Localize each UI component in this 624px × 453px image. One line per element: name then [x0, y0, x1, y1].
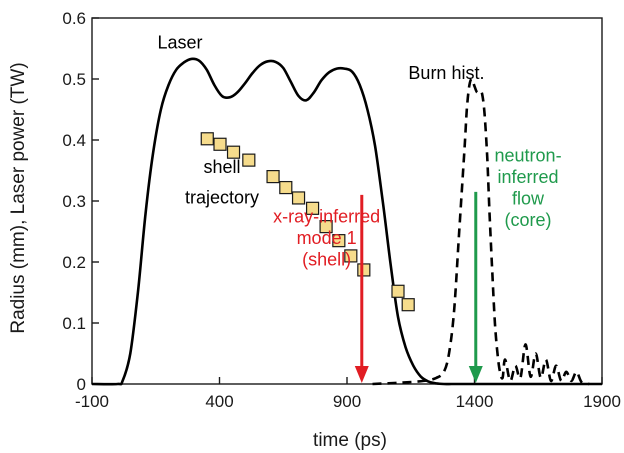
shell-trajectory-point	[401, 298, 415, 312]
y-tick-label: 0.6	[62, 9, 86, 28]
x-axis-title: time (ps)	[313, 430, 387, 451]
y-axis-title: Radius (mm), Laser power (TW)	[8, 62, 29, 333]
shell-trajectory-point	[279, 180, 293, 195]
burn-history-line	[372, 77, 590, 386]
x-ticks: -100 400 900 1400 1900	[75, 377, 621, 411]
x-tick-label: 400	[205, 392, 233, 411]
annotation-line: (shell)	[302, 249, 351, 269]
shell-trajectory-point	[305, 201, 320, 215]
annotation-line: flow	[512, 188, 545, 208]
y-tick-label: 0.3	[62, 192, 86, 211]
arrow-layer	[354, 191, 483, 383]
shell-label: shell	[204, 157, 241, 177]
shell-trajectory-point	[344, 249, 358, 263]
y-ticks: 0 0.1 0.2 0.3 0.4 0.5 0.6	[62, 9, 99, 394]
trajectory-label: trajectory	[185, 187, 259, 207]
annotation-line: mode 1	[297, 228, 357, 248]
shell-trajectory-point	[266, 170, 280, 184]
shell-trajectory-point	[332, 234, 346, 248]
shell-trajectory-point	[319, 220, 333, 234]
y-tick-label: 0.1	[62, 314, 86, 333]
annotation-line: inferred	[498, 167, 559, 187]
laser-power-line	[91, 57, 602, 386]
y-tick-label: 0.5	[62, 70, 86, 89]
xray-inferred-label: x-ray-inferred mode 1 (shell)	[273, 206, 380, 269]
shell-trajectory-point	[357, 263, 371, 277]
x-tick-label: 900	[333, 392, 361, 411]
shell-trajectory-point	[213, 137, 227, 151]
annotation-layer: Laser Burn hist. shell trajectory x-ray-infe…	[157, 33, 561, 270]
x-tick-label: -100	[75, 392, 109, 411]
shell-trajectory-point	[242, 153, 256, 167]
scatter-layer	[200, 132, 415, 312]
shell-trajectory-point	[226, 145, 241, 159]
shell-trajectory-point	[291, 191, 306, 205]
series-layer	[91, 57, 602, 386]
shell-trajectory-point	[391, 284, 405, 298]
x-tick-label: 1400	[456, 392, 494, 411]
laser-label: Laser	[157, 33, 202, 53]
y-tick-label: 0.4	[62, 131, 86, 150]
burn-history-label: Burn hist.	[408, 63, 484, 83]
neutron-inferred-label: neutron-inferred flow (core)	[495, 145, 562, 230]
annotation-line: neutron-	[495, 145, 562, 165]
y-tick-label: 0	[77, 375, 86, 394]
x-tick-label: 1900	[583, 392, 621, 411]
neutron-arrow-head	[468, 366, 483, 383]
annotation-line: (core)	[505, 210, 552, 230]
shell-trajectory-point	[200, 132, 214, 146]
xray-arrow-head	[354, 366, 369, 383]
annotation-line: x-ray-inferred	[273, 206, 380, 226]
y-tick-label: 0.2	[62, 253, 86, 272]
